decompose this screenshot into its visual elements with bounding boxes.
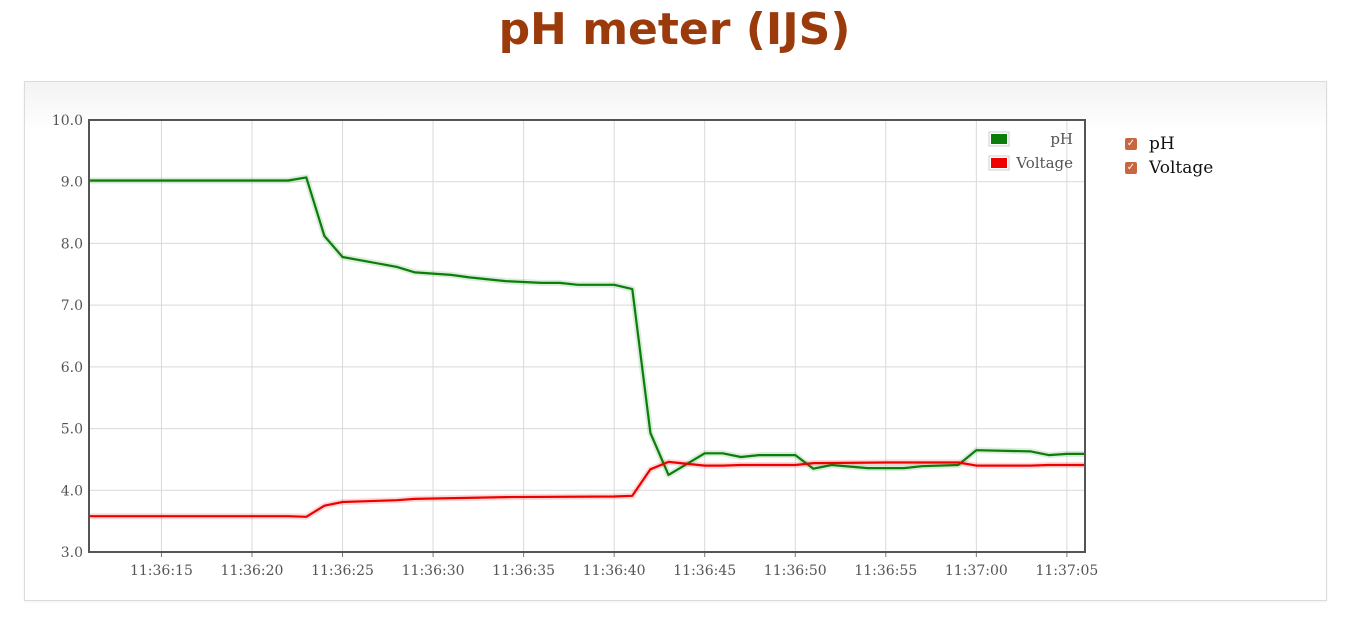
series-line-voltage xyxy=(89,460,1085,518)
series-line-ph xyxy=(89,176,1085,476)
x-tick-label: 11:37:05 xyxy=(1035,563,1098,579)
x-tick-label: 11:36:45 xyxy=(673,563,736,579)
series-toggle-list: ✓ pH ✓ Voltage xyxy=(1125,132,1213,180)
x-tick-label: 11:36:35 xyxy=(492,563,555,579)
x-tick-label: 11:36:55 xyxy=(854,563,917,579)
legend-label: Voltage xyxy=(1015,154,1073,172)
y-tick-label: 9.0 xyxy=(61,175,83,191)
x-tick-label: 11:37:00 xyxy=(945,563,1008,579)
line-chart: 3.0 4.0 5.0 6.0 7.0 8.0 9.0 10.0 11:36:15 11:36:2… xyxy=(52,113,1099,579)
plot-area xyxy=(89,120,1085,552)
x-tick-label: 11:36:15 xyxy=(130,563,193,579)
plot-border xyxy=(88,119,1086,553)
y-tick-label: 8.0 xyxy=(61,236,83,252)
legend-label: pH xyxy=(1050,130,1073,148)
x-tick-label: 11:36:50 xyxy=(764,563,827,579)
toggle-voltage[interactable]: ✓ Voltage xyxy=(1125,156,1213,180)
page-title: pH meter (IJS) xyxy=(498,4,851,55)
y-tick-label: 7.0 xyxy=(61,298,83,314)
y-tick-label: 4.0 xyxy=(61,483,83,499)
chart-panel: 3.0 4.0 5.0 6.0 7.0 8.0 9.0 10.0 11:36:15 11:36:2… xyxy=(24,81,1327,601)
checkbox-icon[interactable]: ✓ xyxy=(1125,138,1137,150)
x-tick-label: 11:36:30 xyxy=(402,563,465,579)
y-tick-label: 5.0 xyxy=(61,422,83,438)
x-tick-label: 11:36:40 xyxy=(583,563,646,579)
checkbox-icon[interactable]: ✓ xyxy=(1125,162,1137,174)
x-tick-label: 11:36:20 xyxy=(221,563,284,579)
legend-swatch xyxy=(991,158,1007,168)
toggle-ph[interactable]: ✓ pH xyxy=(1125,132,1213,156)
x-tick-label: 11:36:25 xyxy=(311,563,374,579)
toggle-label: Voltage xyxy=(1149,158,1214,178)
y-tick-label: 6.0 xyxy=(61,360,83,376)
toggle-label: pH xyxy=(1149,134,1175,154)
y-tick-label: 10.0 xyxy=(52,113,83,129)
legend-swatch xyxy=(991,134,1007,144)
y-tick-label: 3.0 xyxy=(61,545,83,561)
